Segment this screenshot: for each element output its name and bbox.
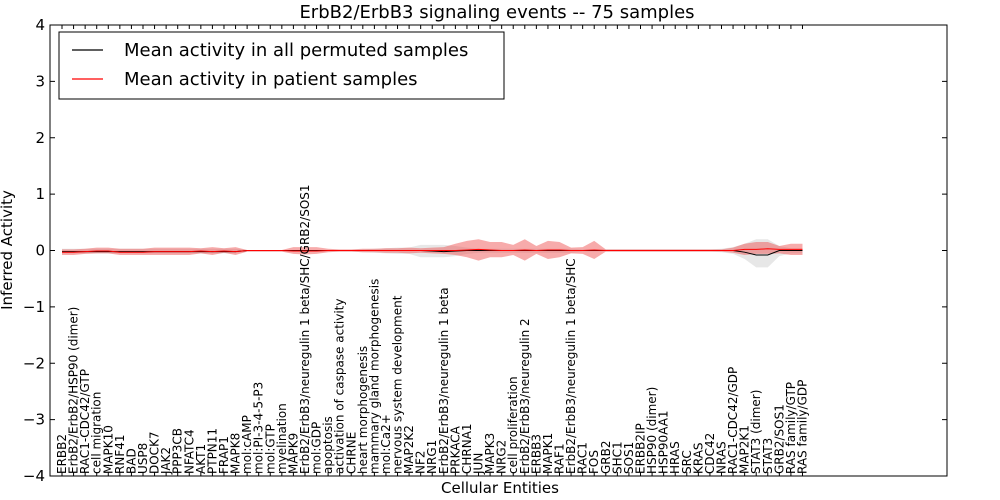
x-tick-label: myelination [275,403,289,474]
x-tick-label: ERBB3 [529,434,543,474]
x-tick-label: SHC1 [610,441,624,474]
x-tick-label: MAPK8 [229,433,243,474]
x-tick-label: GRB2 [599,440,613,474]
x-tick-label: mol:PI-3-4-5-P3 [252,382,266,474]
line-patient [62,248,803,253]
x-tick-label: RAF1 [553,443,567,474]
y-tick-label: −4 [23,467,45,485]
x-tick-label: NFATC4 [182,429,196,474]
x-tick-label: mol:GDP [310,422,324,474]
y-tick-label: 3 [35,72,45,90]
x-tick-label: mol:Ca2+ [379,414,393,474]
x-tick-label: PTPN11 [205,428,219,474]
series-lines [62,248,803,256]
confidence-bands [62,239,803,268]
x-tick-label: USP8 [136,443,150,474]
x-tick-label: STAT3 [761,438,775,474]
x-tick-label: ERBB2IP [634,423,648,474]
x-tick-label: MAPK10 [101,425,115,474]
x-tick-label: heart morphogenesis [356,346,370,474]
x-tick-label: STAT3 (dimer) [749,390,763,474]
x-tick-label: NRAS [714,441,728,474]
x-tick-label: NRG2 [495,440,509,474]
x-tick-label: mol:GTP [263,424,277,474]
y-tick-label: 0 [35,242,45,260]
x-tick-label: ErbB2/ErbB3/neuregulin 1 beta [437,287,451,474]
x-tick-label: HSP90AA1 [657,410,671,474]
y-axis-label: Inferred Activity [0,190,16,310]
x-tick-label: FRAP1 [217,436,231,474]
x-tick-label: HSP90 (dimer) [645,387,659,474]
x-tick-label: JUN [472,453,486,475]
x-tick-label: ErbB2/ErbB2/HSP90 (dimer) [67,307,81,474]
x-tick-label: HRAS [668,441,682,474]
chart-title: ErbB2/ErbB3 signaling events -- 75 sampl… [299,2,694,23]
x-tick-label: activation of caspase activity [333,299,347,474]
x-tick-label: MAPK9 [286,433,300,474]
x-tick-label: NF2 [414,450,428,474]
band-patient [62,239,803,261]
x-tick-label: mol:cAMP [240,415,254,474]
x-tick-label: ErbB2/ErbB3/neuregulin 1 beta/SHC [564,258,578,474]
x-tick-label: SRC [680,450,694,474]
x-tick-label: mammary gland morphogenesis [367,279,381,474]
x-tick-label: apoptosis [321,416,335,474]
x-tick-label: RAC1-CDC42/GTP [78,369,92,474]
x-tick-label: BAD [124,448,138,474]
x-tick-label: DOCK7 [148,431,162,474]
legend-label-patient: Mean activity in patient samples [124,69,418,90]
legend-box [58,31,505,100]
x-tick-label: RNF41 [113,435,127,475]
x-tick-label: PPP3CB [171,428,185,474]
x-tick-label: MAPK1 [541,433,555,474]
x-tick-label: RAC1 [576,442,590,474]
x-tick-label: ERBB2 [55,434,69,474]
y-axis: 4 3 2 1 0 −1 −2 −3 −4 [23,16,947,485]
y-tick-label: 1 [35,185,45,203]
plot-frame [49,24,948,477]
x-tick-label: RAS family/GDP [795,380,809,474]
y-tick-label: 2 [35,129,45,147]
x-tick-label: RAC1-CDC42/GDP [726,367,740,474]
x-tick-label: cell migration [90,392,104,474]
x-tick-label: CHRNA1 [460,423,474,474]
x-tick-label: GRB2/SOS1 [772,404,786,474]
x-tick-label: JAK2 [159,447,173,475]
x-tick-label: ErbB2/ErbB3/neuregulin 2 [518,318,532,474]
x-tick-label: FOS [587,450,601,474]
x-tick-label: MAPK3 [483,433,497,474]
x-tick-label: AKT1 [194,444,208,474]
x-tick-label: MAP2K1 [738,425,752,474]
x-axis-label: Cellular Entities [441,479,559,497]
legend: Mean activity in all permuted samples Me… [58,31,505,100]
x-tick-label: ErbB2/ErbB3/neuregulin 1 beta/SHC/GRB2/S… [298,184,312,474]
x-tick-label: nervous system development [391,295,405,474]
x-tick-label: CDC42 [703,433,717,474]
x-tick-label: KRAS [691,442,705,474]
y-tick-label: −2 [23,354,45,372]
x-tick-label: RAS family/GTP [784,382,798,474]
y-tick-label: −1 [23,298,45,316]
x-tick-label: SOS1 [622,442,636,474]
legend-label-permuted: Mean activity in all permuted samples [124,40,468,61]
x-tick-label: MAP2K2 [402,425,416,474]
y-tick-label: 4 [35,16,45,34]
x-tick-label: CHRNE [344,432,358,474]
x-tick-label: PRKACA [448,425,462,474]
band-permuted [62,239,803,268]
y-tick-label: −3 [23,411,45,429]
x-tick-label: cell proliferation [506,376,520,474]
x-tick-label: NRG1 [425,440,439,474]
